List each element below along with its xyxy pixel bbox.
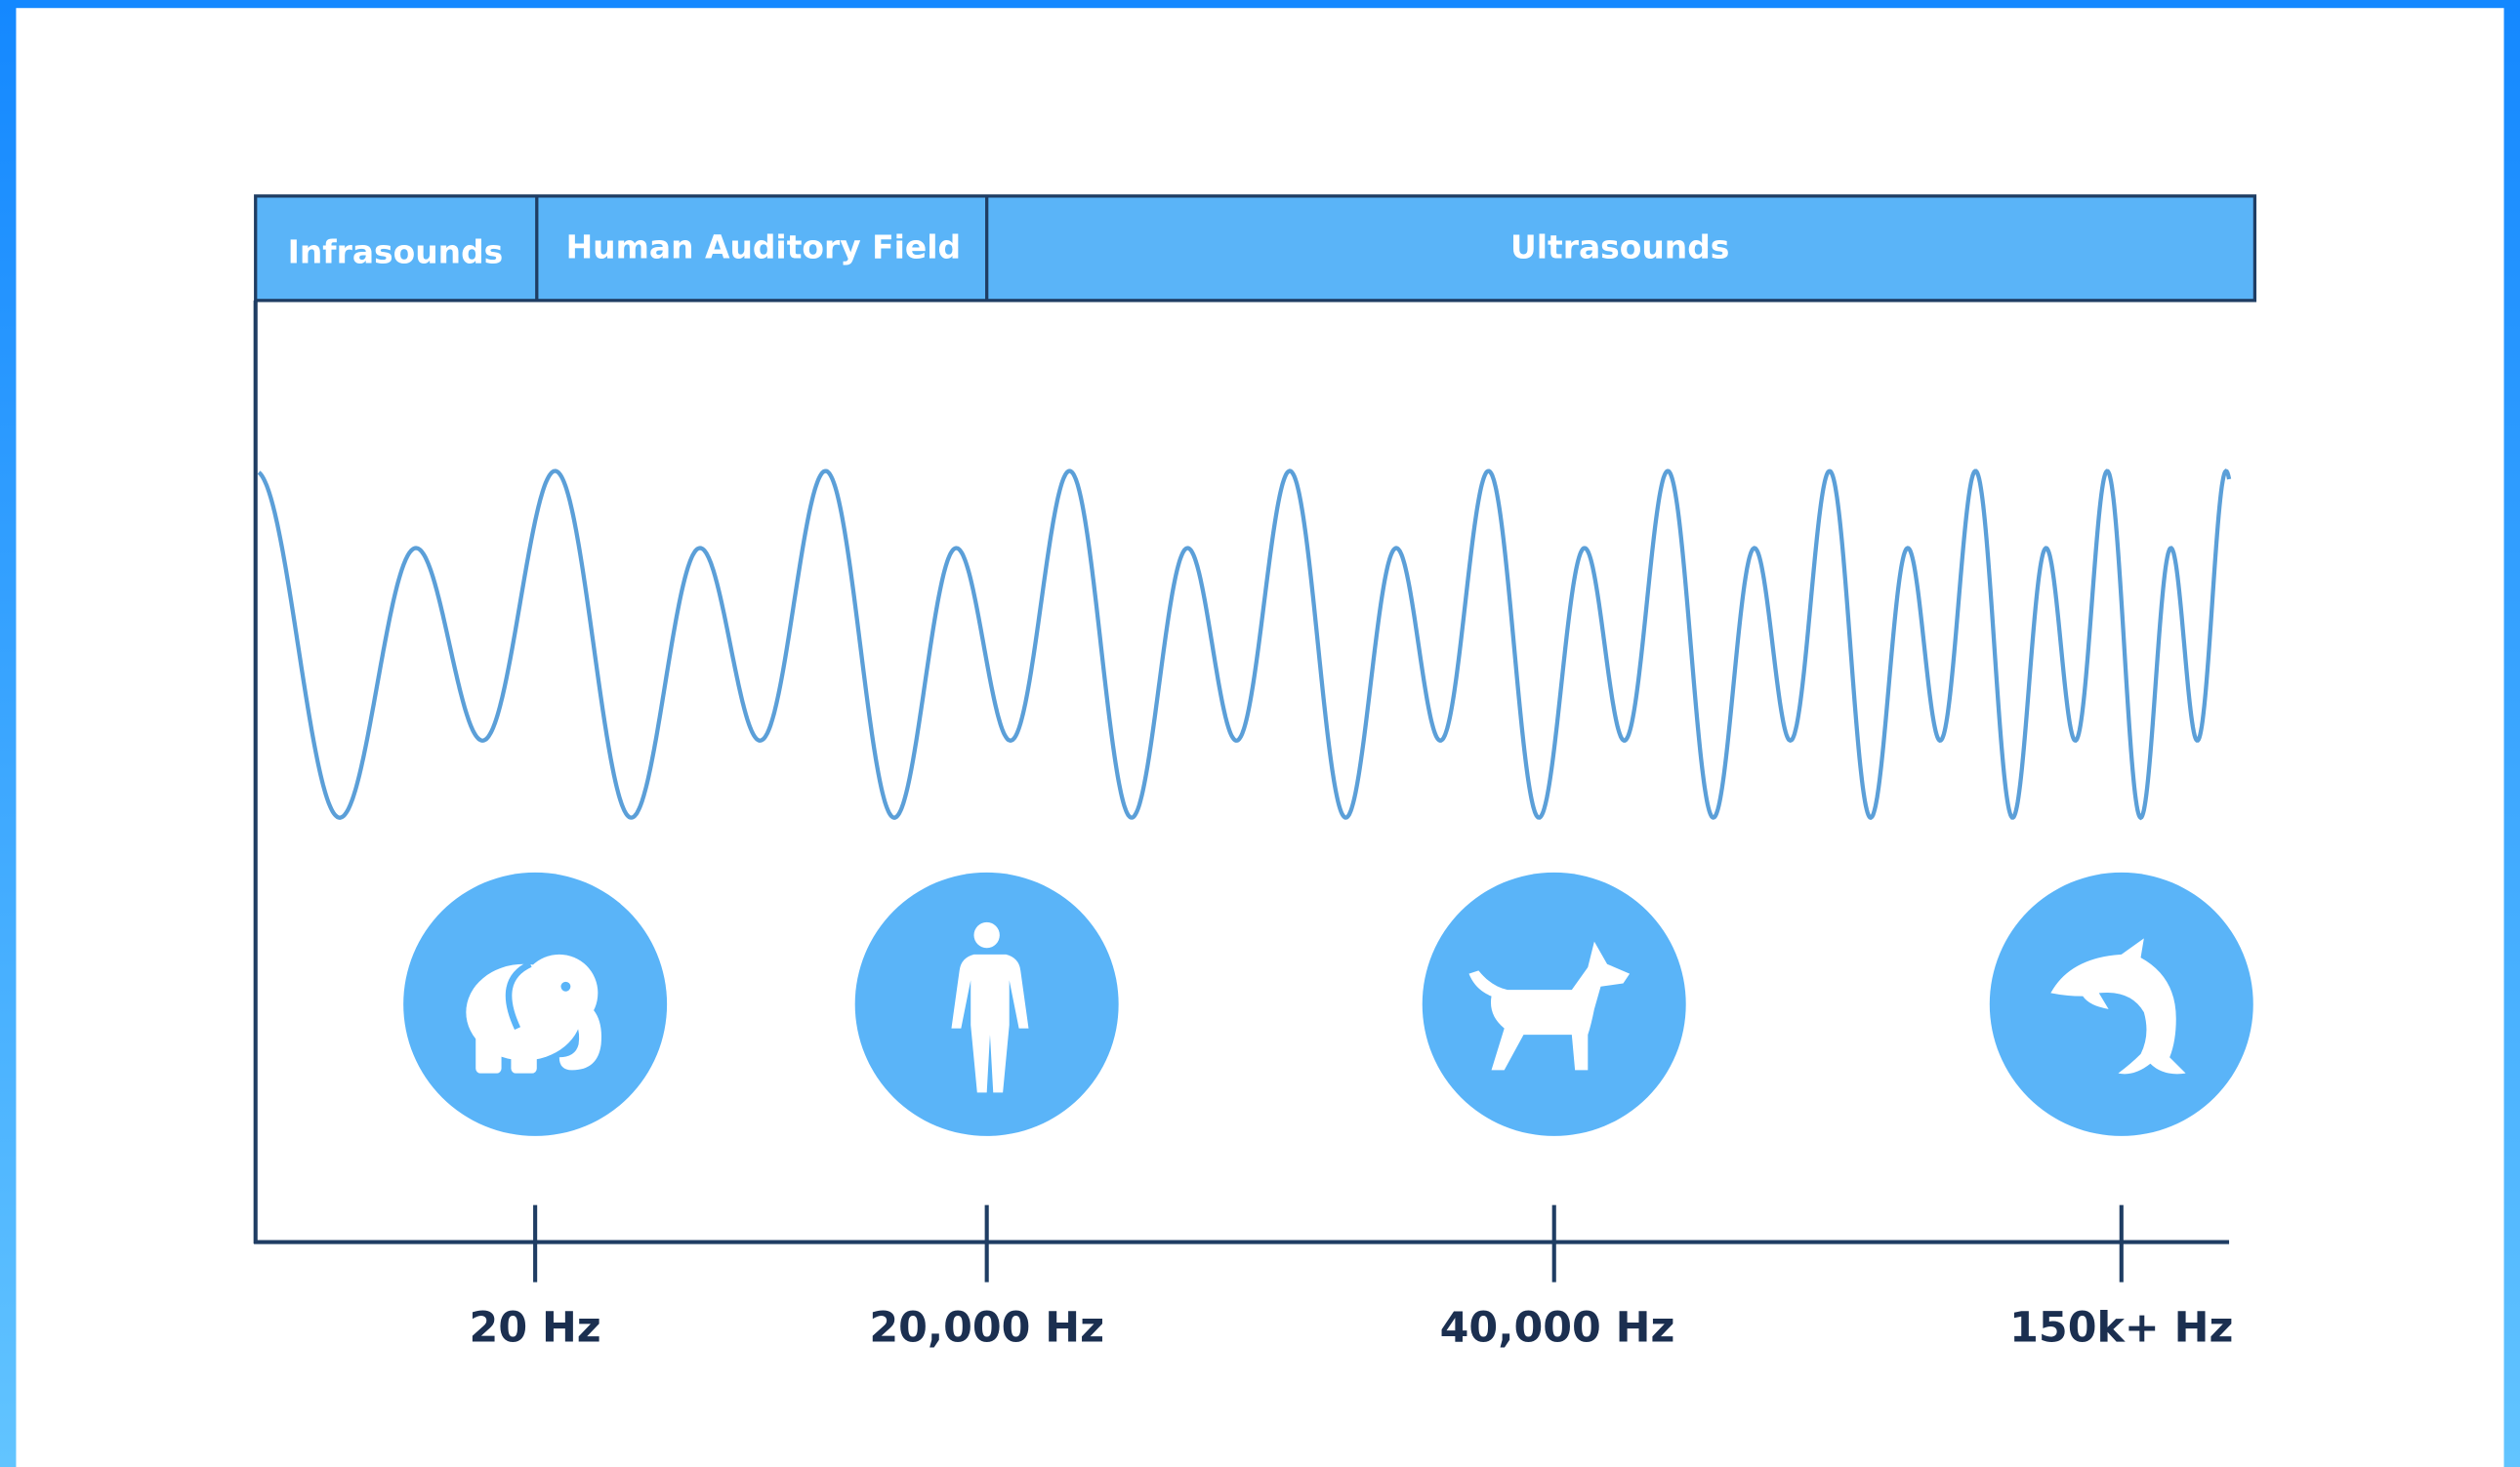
band-bar xyxy=(254,194,2257,303)
axis-label: 20 Hz xyxy=(470,1304,601,1353)
band-label: Ultrasounds xyxy=(1510,228,1729,266)
axis-label: 40,000 Hz xyxy=(1440,1304,1675,1353)
dolphin-icon xyxy=(1989,872,2253,1136)
sound-wave xyxy=(257,469,2232,821)
axis-label: 150k+ Hz xyxy=(2009,1304,2233,1353)
axis-label: 20,000 Hz xyxy=(869,1304,1104,1353)
band-label: Human Auditory Field xyxy=(566,228,961,266)
human-icon xyxy=(854,872,1119,1136)
elephant-icon xyxy=(403,872,668,1136)
band-label: Infrasounds xyxy=(288,233,504,271)
dog-icon xyxy=(1422,872,1686,1136)
